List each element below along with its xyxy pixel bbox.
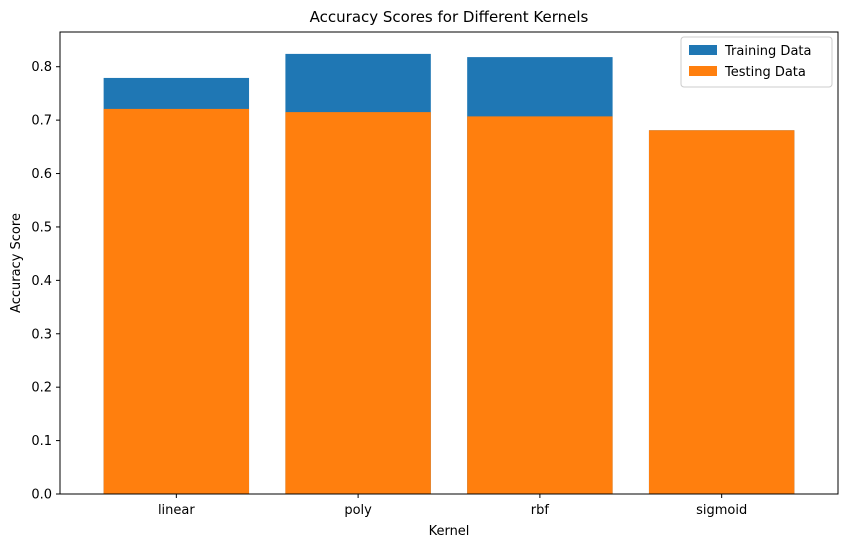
y-tick-label: 0.7 [31, 114, 52, 129]
bar-testing-linear [103, 108, 250, 494]
x-tick-label-poly: poly [344, 503, 372, 518]
legend-swatch-testing [689, 66, 717, 76]
y-tick-label: 0.8 [31, 60, 52, 75]
y-axis-label: Accuracy Score [9, 213, 24, 313]
y-tick-label: 0.2 [31, 381, 52, 396]
x-axis: linear poly rbf sigmoid [158, 494, 747, 518]
chart-title: Accuracy Scores for Different Kernels [310, 8, 589, 26]
x-tick-label-sigmoid: sigmoid [696, 503, 747, 518]
bar-testing-sigmoid [648, 130, 795, 494]
bar-testing-rbf [467, 116, 613, 495]
y-tick-label: 0.3 [31, 327, 52, 342]
y-tick-label: 0.0 [31, 488, 52, 503]
y-tick-label: 0.4 [31, 274, 52, 289]
legend: Training Data Testing Data [680, 36, 833, 88]
legend-label-testing: Testing Data [724, 65, 806, 80]
x-axis-label: Kernel [429, 524, 470, 539]
bars-group [103, 53, 795, 495]
y-tick-label: 0.6 [31, 167, 52, 182]
y-tick-label: 0.1 [31, 434, 52, 449]
plot-frame [59, 31, 839, 495]
x-tick-label-rbf: rbf [531, 503, 550, 518]
legend-label-training: Training Data [724, 44, 811, 59]
bar-testing-poly [285, 112, 431, 495]
y-axis: 0.0 0.1 0.2 0.3 0.4 0.5 0.6 0.7 0.8 [31, 60, 60, 503]
legend-box [680, 36, 833, 88]
x-tick-label-linear: linear [158, 503, 195, 518]
legend-swatch-training [689, 45, 717, 55]
y-tick-label: 0.5 [31, 220, 52, 235]
